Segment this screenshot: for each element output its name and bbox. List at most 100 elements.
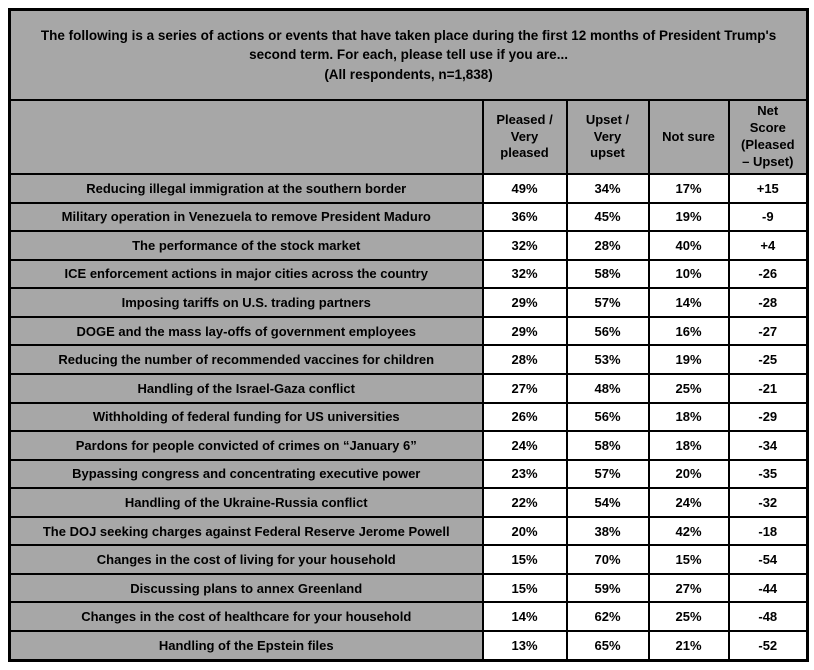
col-header-net-score: Net Score (Pleased – Upset) bbox=[727, 99, 809, 175]
table-row: Military operation in Venezuela to remov… bbox=[8, 201, 809, 233]
row-label-cell: Imposing tariffs on U.S. trading partner… bbox=[8, 287, 484, 318]
row-label-cell: The DOJ seeking charges against Federal … bbox=[8, 515, 484, 547]
upset-cell: 34% bbox=[565, 173, 650, 204]
not-sure-cell: 15% bbox=[647, 544, 730, 575]
pleased-cell: 32% bbox=[481, 258, 568, 290]
pleased-cell: 15% bbox=[481, 572, 568, 604]
table-row: Handling of the Ukraine-Russia conflict 2… bbox=[8, 487, 809, 518]
row-label-cell: Discussing plans to annex Greenland bbox=[8, 572, 484, 604]
pleased-cell: 23% bbox=[481, 458, 568, 490]
pleased-cell: 22% bbox=[481, 487, 568, 518]
upset-cell: 58% bbox=[565, 430, 650, 461]
not-sure-cell: 21% bbox=[647, 630, 730, 662]
not-sure-cell: 25% bbox=[647, 372, 730, 404]
net-score-cell: -35 bbox=[727, 458, 809, 490]
upset-cell: 53% bbox=[565, 344, 650, 375]
net-score-cell: -48 bbox=[727, 601, 809, 632]
table-row: Changes in the cost of healthcare for yo… bbox=[8, 601, 809, 632]
not-sure-cell: 18% bbox=[647, 401, 730, 433]
row-label-cell: Handling of the Israel-Gaza conflict bbox=[8, 372, 484, 404]
upset-cell: 58% bbox=[565, 258, 650, 290]
table-row: ICE enforcement actions in major cities … bbox=[8, 258, 809, 290]
table-row: Withholding of federal funding for US un… bbox=[8, 401, 809, 433]
not-sure-cell: 25% bbox=[647, 601, 730, 632]
col-header-blank bbox=[8, 99, 484, 175]
col-header-upset: Upset / Very upset bbox=[565, 99, 650, 175]
row-label-cell: Handling of the Ukraine-Russia conflict bbox=[8, 487, 484, 518]
table-row: Bypassing congress and concentrating exe… bbox=[8, 458, 809, 490]
upset-cell: 38% bbox=[565, 515, 650, 547]
pleased-cell: 13% bbox=[481, 630, 568, 662]
not-sure-cell: 24% bbox=[647, 487, 730, 518]
col-header-pleased: Pleased / Very pleased bbox=[481, 99, 568, 175]
row-label-cell: Reducing illegal immigration at the sout… bbox=[8, 173, 484, 204]
upset-cell: 48% bbox=[565, 372, 650, 404]
net-score-cell: -26 bbox=[727, 258, 809, 290]
row-label-cell: Handling of the Epstein files bbox=[8, 630, 484, 662]
net-score-cell: -44 bbox=[727, 572, 809, 604]
pleased-cell: 32% bbox=[481, 230, 568, 261]
net-score-cell: -29 bbox=[727, 401, 809, 433]
row-label-cell: Withholding of federal funding for US un… bbox=[8, 401, 484, 433]
net-score-cell: -18 bbox=[727, 515, 809, 547]
not-sure-cell: 10% bbox=[647, 258, 730, 290]
table-row: Imposing tariffs on U.S. trading partner… bbox=[8, 287, 809, 318]
row-label-cell: The performance of the stock market bbox=[8, 230, 484, 261]
not-sure-cell: 19% bbox=[647, 344, 730, 375]
row-label-cell: Reducing the number of recommended vacci… bbox=[8, 344, 484, 375]
net-score-cell: +4 bbox=[727, 230, 809, 261]
pleased-cell: 49% bbox=[481, 173, 568, 204]
not-sure-cell: 27% bbox=[647, 572, 730, 604]
table-row: Changes in the cost of living for your h… bbox=[8, 544, 809, 575]
table-row: Handling of the Israel-Gaza conflict 27% 4… bbox=[8, 372, 809, 404]
pleased-cell: 26% bbox=[481, 401, 568, 433]
net-score-cell: -52 bbox=[727, 630, 809, 662]
net-score-cell: -25 bbox=[727, 344, 809, 375]
net-score-cell: -32 bbox=[727, 487, 809, 518]
not-sure-cell: 19% bbox=[647, 201, 730, 233]
table-title: The following is a series of actions or … bbox=[8, 8, 809, 101]
row-label-cell: Bypassing congress and concentrating exe… bbox=[8, 458, 484, 490]
pleased-cell: 27% bbox=[481, 372, 568, 404]
upset-cell: 62% bbox=[565, 601, 650, 632]
not-sure-cell: 42% bbox=[647, 515, 730, 547]
net-score-cell: -9 bbox=[727, 201, 809, 233]
row-label-cell: DOGE and the mass lay-offs of government… bbox=[8, 315, 484, 347]
pleased-cell: 24% bbox=[481, 430, 568, 461]
table-body: Reducing illegal immigration at the sout… bbox=[8, 173, 809, 662]
net-score-cell: -28 bbox=[727, 287, 809, 318]
net-score-cell: -27 bbox=[727, 315, 809, 347]
not-sure-cell: 14% bbox=[647, 287, 730, 318]
table-row: Reducing illegal immigration at the sout… bbox=[8, 173, 809, 204]
not-sure-cell: 18% bbox=[647, 430, 730, 461]
table-row: DOGE and the mass lay-offs of government… bbox=[8, 315, 809, 347]
pleased-cell: 29% bbox=[481, 315, 568, 347]
table-row: Discussing plans to annex Greenland 15% 59… bbox=[8, 572, 809, 604]
net-score-cell: -21 bbox=[727, 372, 809, 404]
column-header-row: Pleased / Very pleased Upset / Very upse… bbox=[8, 99, 809, 175]
table-row: Handling of the Epstein files 13% 65% 21% -5… bbox=[8, 630, 809, 662]
title-row: The following is a series of actions or … bbox=[8, 8, 809, 101]
not-sure-cell: 40% bbox=[647, 230, 730, 261]
table-row: The DOJ seeking charges against Federal … bbox=[8, 515, 809, 547]
upset-cell: 56% bbox=[565, 401, 650, 433]
not-sure-cell: 16% bbox=[647, 315, 730, 347]
row-label-cell: Changes in the cost of healthcare for yo… bbox=[8, 601, 484, 632]
upset-cell: 57% bbox=[565, 458, 650, 490]
net-score-cell: -54 bbox=[727, 544, 809, 575]
pleased-cell: 29% bbox=[481, 287, 568, 318]
net-score-cell: +15 bbox=[727, 173, 809, 204]
upset-cell: 65% bbox=[565, 630, 650, 662]
pleased-cell: 14% bbox=[481, 601, 568, 632]
upset-cell: 28% bbox=[565, 230, 650, 261]
table-row: The performance of the stock market 32% 28… bbox=[8, 230, 809, 261]
col-header-not-sure: Not sure bbox=[647, 99, 730, 175]
row-label-cell: Military operation in Venezuela to remov… bbox=[8, 201, 484, 233]
upset-cell: 59% bbox=[565, 572, 650, 604]
upset-cell: 45% bbox=[565, 201, 650, 233]
upset-cell: 57% bbox=[565, 287, 650, 318]
poll-table: The following is a series of actions or … bbox=[8, 8, 810, 662]
not-sure-cell: 20% bbox=[647, 458, 730, 490]
row-label-cell: Pardons for people convicted of crimes o… bbox=[8, 430, 484, 461]
